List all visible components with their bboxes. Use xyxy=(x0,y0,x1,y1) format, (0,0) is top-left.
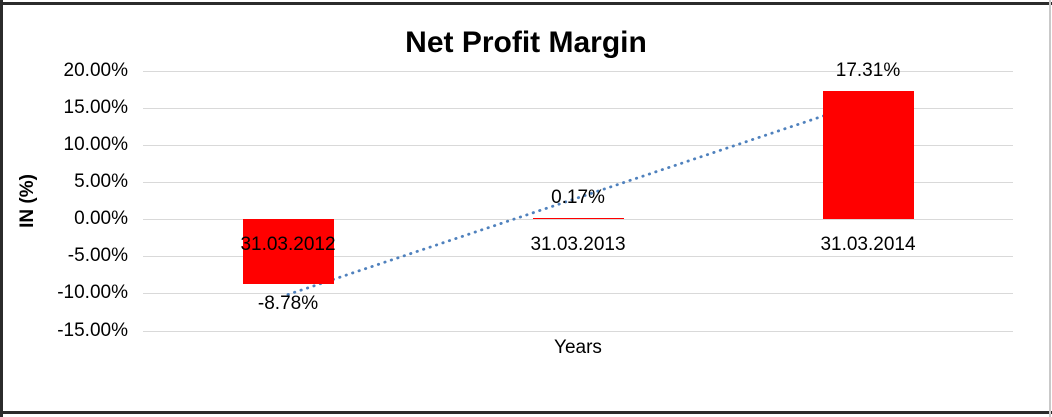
y-axis-tick-label: 5.00% xyxy=(74,171,128,193)
y-axis-tick-label: 15.00% xyxy=(63,97,128,119)
category-label: 31.03.2013 xyxy=(530,234,626,256)
gridline xyxy=(143,71,1013,72)
y-axis-tick-label: -15.00% xyxy=(57,319,128,341)
bar-31.03.2013 xyxy=(532,218,624,220)
data-label: -8.78% xyxy=(257,293,319,315)
frame-border-right xyxy=(1049,0,1051,417)
y-axis-tick-label: 10.00% xyxy=(63,134,128,156)
data-label: 17.31% xyxy=(835,59,901,81)
data-label: 0.17% xyxy=(551,187,605,209)
bar-31.03.2014 xyxy=(822,90,914,220)
chart-title: Net Profit Margin xyxy=(405,26,647,59)
y-axis-tick-label: -10.00% xyxy=(57,282,128,304)
category-label: 31.03.2014 xyxy=(820,234,916,256)
y-axis-tick-label: -5.00% xyxy=(67,245,128,267)
gridline xyxy=(143,330,1013,332)
bar-31.03.2012 xyxy=(242,219,334,285)
frame-border-top xyxy=(0,2,1052,5)
y-axis-tick-label: 20.00% xyxy=(63,60,128,81)
frame-border-left xyxy=(0,0,3,417)
frame-border-bottom xyxy=(0,411,1052,414)
y-axis-tick-label: 0.00% xyxy=(74,208,128,230)
category-label: 31.03.2012 xyxy=(240,234,336,256)
x-axis-title: Years xyxy=(554,337,602,358)
